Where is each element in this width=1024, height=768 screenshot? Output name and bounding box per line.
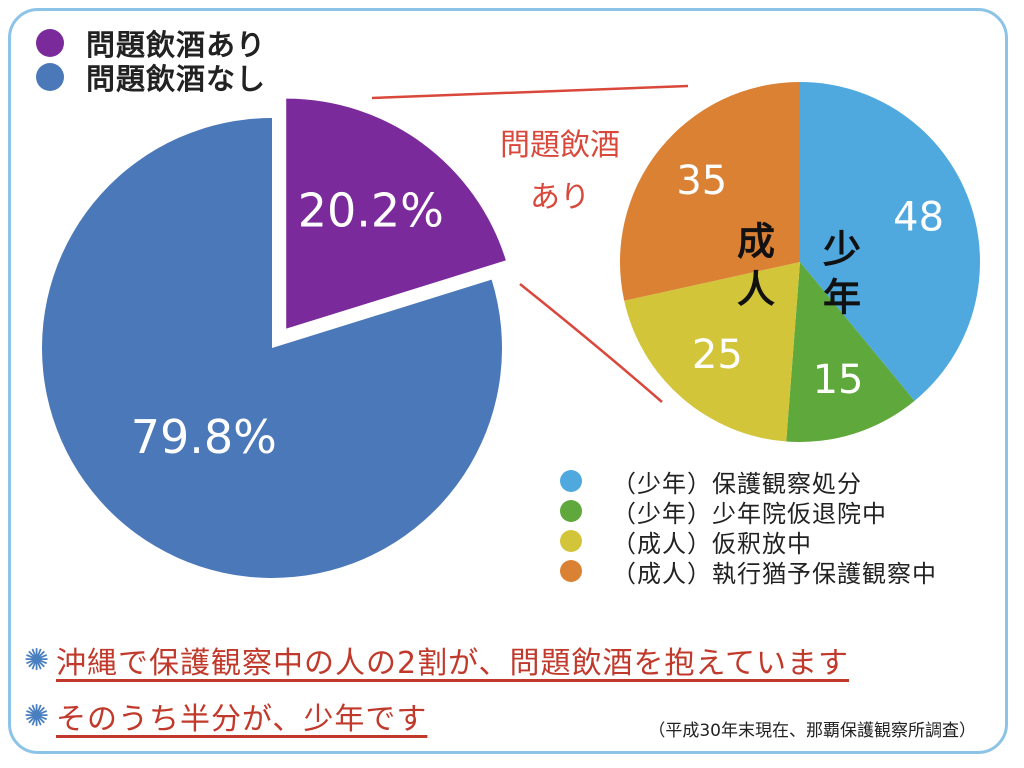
pie-slice [41,118,503,578]
pie-slice [620,82,800,301]
breakdown-title-line: 問題飲酒 [500,128,620,163]
legend-label: （少年）保護観察処分 [612,469,862,498]
data-label: 48 [893,194,944,240]
data-label: 15 [813,357,864,403]
legend-label: 問題飲酒あり [86,28,267,62]
group-label-adult: 人 [737,268,775,312]
breakdown-legend: （少年）保護観察処分 （少年）少年院仮退院中 （成人）仮釈放中 （成人）執行猶予… [560,466,937,588]
group-label-adult: 成 [737,220,775,264]
note-item: ✺ 沖縄で保護観察中の人の2割が、問題飲酒を抱えています [24,632,849,688]
breakdown-title-line: あり [530,180,590,215]
legend-dot [36,63,64,91]
group-label-youth: 少 [823,228,861,272]
pie-slice [286,98,506,329]
legend-dot [560,500,582,522]
asterisk-icon: ✺ [24,698,50,734]
main-legend: 問題飲酒あり 問題飲酒なし [36,26,266,96]
pie-slice [786,262,915,442]
legend-item: 問題飲酒なし [36,60,266,96]
legend-dot [36,29,64,57]
note-item: ✺ そのうち半分が、少年です [24,688,849,744]
notes: ✺ 沖縄で保護観察中の人の2割が、問題飲酒を抱えています ✺ そのうち半分が、少… [24,632,849,744]
legend-dot [560,560,582,582]
legend-label: （少年）少年院仮退院中 [612,499,887,528]
pie-slice [624,262,800,442]
connector-line-bottom [519,283,663,403]
breakdown-title: 問題飲酒 あり [475,120,645,224]
legend-item: （成人）執行猶予保護観察中 [560,556,937,588]
breakdown-pie: 48 15 25 35 少年 成人 [620,82,981,442]
data-label: 20.2% [298,183,444,237]
legend-label: （成人）仮釈放中 [612,529,812,558]
survey-note: （平成30年末現在、那覇保護観察所調査） [648,721,976,741]
legend-label: （成人）執行猶予保護観察中 [612,559,937,588]
legend-dot [560,470,582,492]
legend-dot [560,530,582,552]
data-label: 35 [676,158,727,204]
note-text: そのうち半分が、少年です [56,702,428,737]
legend-item: 問題飲酒あり [36,26,266,62]
connector-line-top [371,84,689,100]
main-pie: 20.2% 79.8% [41,98,506,578]
legend-label: 問題飲酒なし [86,62,267,96]
legend-item: （少年）少年院仮退院中 [560,496,937,528]
note-text: 沖縄で保護観察中の人の2割が、問題飲酒を抱えています [56,646,849,681]
pie-slice [800,82,981,401]
data-label: 25 [692,332,743,378]
data-label: 79.8% [131,410,277,464]
group-label-youth: 年 [823,276,861,320]
legend-item: （成人）仮釈放中 [560,526,937,558]
asterisk-icon: ✺ [24,642,50,678]
callout-connectors [371,84,689,403]
legend-item: （少年）保護観察処分 [560,466,937,498]
